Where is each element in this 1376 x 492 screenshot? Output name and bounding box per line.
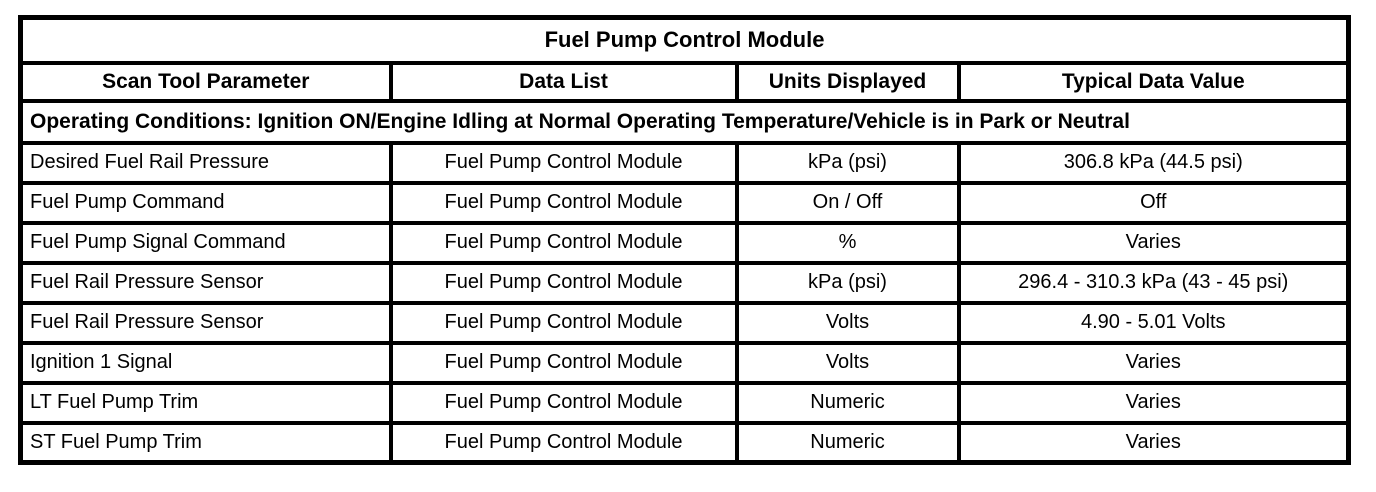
cell-data-list: Fuel Pump Control Module	[388, 380, 739, 425]
table-row: LT Fuel Pump Trim Fuel Pump Control Modu…	[18, 380, 1351, 425]
cell-parameter: Ignition 1 Signal	[18, 340, 393, 385]
fuel-pump-control-module-table: Fuel Pump Control Module Scan Tool Param…	[18, 15, 1351, 465]
cell-units: On / Off	[734, 180, 961, 225]
cell-units: kPa (psi)	[734, 140, 961, 185]
column-header-typical-data-value: Typical Data Value	[956, 60, 1351, 103]
cell-value: Varies	[956, 220, 1351, 265]
operating-conditions-row: Operating Conditions: Ignition ON/Engine…	[18, 98, 1351, 145]
cell-parameter: Fuel Rail Pressure Sensor	[18, 300, 393, 345]
table-row: ST Fuel Pump Trim Fuel Pump Control Modu…	[18, 420, 1351, 465]
table-row: Fuel Rail Pressure Sensor Fuel Pump Cont…	[18, 300, 1351, 345]
cell-parameter: Desired Fuel Rail Pressure	[18, 140, 393, 185]
cell-value: Off	[956, 180, 1351, 225]
cell-value: 4.90 - 5.01 Volts	[956, 300, 1351, 345]
cell-parameter: ST Fuel Pump Trim	[18, 420, 393, 465]
cell-units: %	[734, 220, 961, 265]
cell-data-list: Fuel Pump Control Module	[388, 340, 739, 385]
column-header-scan-tool-parameter: Scan Tool Parameter	[18, 60, 393, 103]
cell-units: kPa (psi)	[734, 260, 961, 305]
cell-data-list: Fuel Pump Control Module	[388, 300, 739, 345]
cell-data-list: Fuel Pump Control Module	[388, 220, 739, 265]
cell-parameter: Fuel Pump Command	[18, 180, 393, 225]
cell-parameter: LT Fuel Pump Trim	[18, 380, 393, 425]
cell-data-list: Fuel Pump Control Module	[388, 180, 739, 225]
column-header-units-displayed: Units Displayed	[734, 60, 961, 103]
cell-units: Numeric	[734, 380, 961, 425]
table-row: Fuel Pump Command Fuel Pump Control Modu…	[18, 180, 1351, 225]
table-title: Fuel Pump Control Module	[18, 15, 1351, 65]
cell-data-list: Fuel Pump Control Module	[388, 140, 739, 185]
table-row: Fuel Rail Pressure Sensor Fuel Pump Cont…	[18, 260, 1351, 305]
operating-conditions-text: Operating Conditions: Ignition ON/Engine…	[18, 98, 1351, 145]
cell-parameter: Fuel Pump Signal Command	[18, 220, 393, 265]
cell-value: 296.4 - 310.3 kPa (43 - 45 psi)	[956, 260, 1351, 305]
cell-value: 306.8 kPa (44.5 psi)	[956, 140, 1351, 185]
cell-data-list: Fuel Pump Control Module	[388, 260, 739, 305]
cell-data-list: Fuel Pump Control Module	[388, 420, 739, 465]
table-row: Ignition 1 Signal Fuel Pump Control Modu…	[18, 340, 1351, 385]
column-header-data-list: Data List	[388, 60, 739, 103]
table-row: Fuel Pump Signal Command Fuel Pump Contr…	[18, 220, 1351, 265]
table-header-row: Scan Tool Parameter Data List Units Disp…	[18, 60, 1351, 103]
table-row: Desired Fuel Rail Pressure Fuel Pump Con…	[18, 140, 1351, 185]
cell-parameter: Fuel Rail Pressure Sensor	[18, 260, 393, 305]
cell-value: Varies	[956, 420, 1351, 465]
cell-units: Numeric	[734, 420, 961, 465]
cell-value: Varies	[956, 380, 1351, 425]
cell-units: Volts	[734, 300, 961, 345]
cell-units: Volts	[734, 340, 961, 385]
table-title-row: Fuel Pump Control Module	[18, 15, 1351, 65]
cell-value: Varies	[956, 340, 1351, 385]
